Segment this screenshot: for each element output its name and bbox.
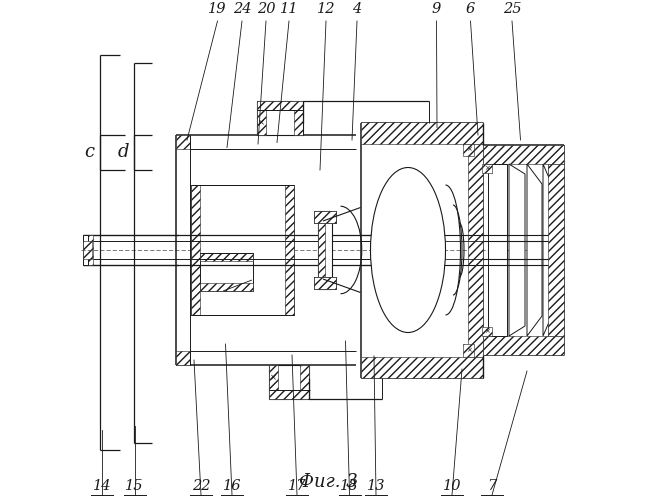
- Bar: [294, 101, 303, 135]
- Bar: [318, 211, 332, 289]
- Bar: [257, 101, 303, 135]
- Bar: [548, 164, 564, 336]
- Bar: [361, 356, 483, 378]
- Ellipse shape: [371, 168, 445, 332]
- Text: ×: ×: [484, 166, 490, 172]
- Bar: [200, 252, 253, 291]
- Bar: [314, 211, 337, 223]
- Bar: [482, 164, 492, 173]
- Bar: [191, 185, 294, 315]
- Bar: [257, 101, 266, 135]
- Bar: [314, 277, 337, 289]
- Text: 22: 22: [192, 479, 211, 493]
- Text: 24: 24: [233, 2, 251, 16]
- Text: ×: ×: [484, 328, 490, 334]
- Bar: [468, 144, 483, 356]
- Bar: [176, 351, 190, 365]
- Text: c: c: [85, 144, 94, 162]
- Text: 7: 7: [487, 479, 497, 493]
- Bar: [269, 365, 278, 399]
- Bar: [257, 101, 303, 110]
- Text: 4: 4: [352, 2, 361, 16]
- Text: ×: ×: [258, 118, 265, 127]
- Text: Фиг. 3: Фиг. 3: [298, 473, 358, 491]
- Text: ×: ×: [270, 373, 277, 382]
- Bar: [83, 235, 88, 265]
- Bar: [83, 241, 92, 259]
- Bar: [269, 390, 309, 399]
- Text: 18: 18: [340, 479, 359, 493]
- Bar: [269, 365, 309, 399]
- Text: 9: 9: [432, 2, 441, 16]
- Polygon shape: [527, 164, 542, 336]
- Polygon shape: [488, 164, 507, 336]
- Text: 13: 13: [367, 479, 385, 493]
- Text: 12: 12: [317, 2, 335, 16]
- Text: d: d: [117, 144, 129, 162]
- Bar: [483, 145, 564, 164]
- Text: 16: 16: [223, 479, 241, 493]
- Bar: [200, 252, 253, 260]
- Bar: [482, 327, 492, 336]
- Bar: [83, 235, 93, 265]
- Bar: [463, 344, 474, 356]
- Text: 6: 6: [466, 2, 475, 16]
- Text: 25: 25: [502, 2, 522, 16]
- Text: 20: 20: [256, 2, 276, 16]
- Bar: [285, 185, 294, 315]
- Bar: [318, 211, 325, 289]
- Text: ×: ×: [466, 146, 472, 152]
- Text: 14: 14: [92, 479, 112, 493]
- Bar: [314, 211, 337, 223]
- Text: 11: 11: [279, 2, 298, 16]
- Bar: [300, 365, 309, 399]
- Bar: [176, 135, 190, 149]
- Bar: [361, 122, 483, 144]
- Bar: [483, 336, 564, 355]
- Bar: [191, 185, 200, 315]
- Bar: [200, 283, 253, 291]
- Bar: [463, 144, 474, 156]
- Polygon shape: [543, 164, 556, 336]
- Text: 15: 15: [125, 479, 144, 493]
- Text: 17: 17: [288, 479, 306, 493]
- Bar: [548, 164, 564, 336]
- Text: 19: 19: [208, 2, 227, 16]
- Polygon shape: [509, 164, 525, 336]
- Text: ×: ×: [466, 348, 472, 354]
- Bar: [314, 277, 337, 289]
- Text: 10: 10: [443, 479, 461, 493]
